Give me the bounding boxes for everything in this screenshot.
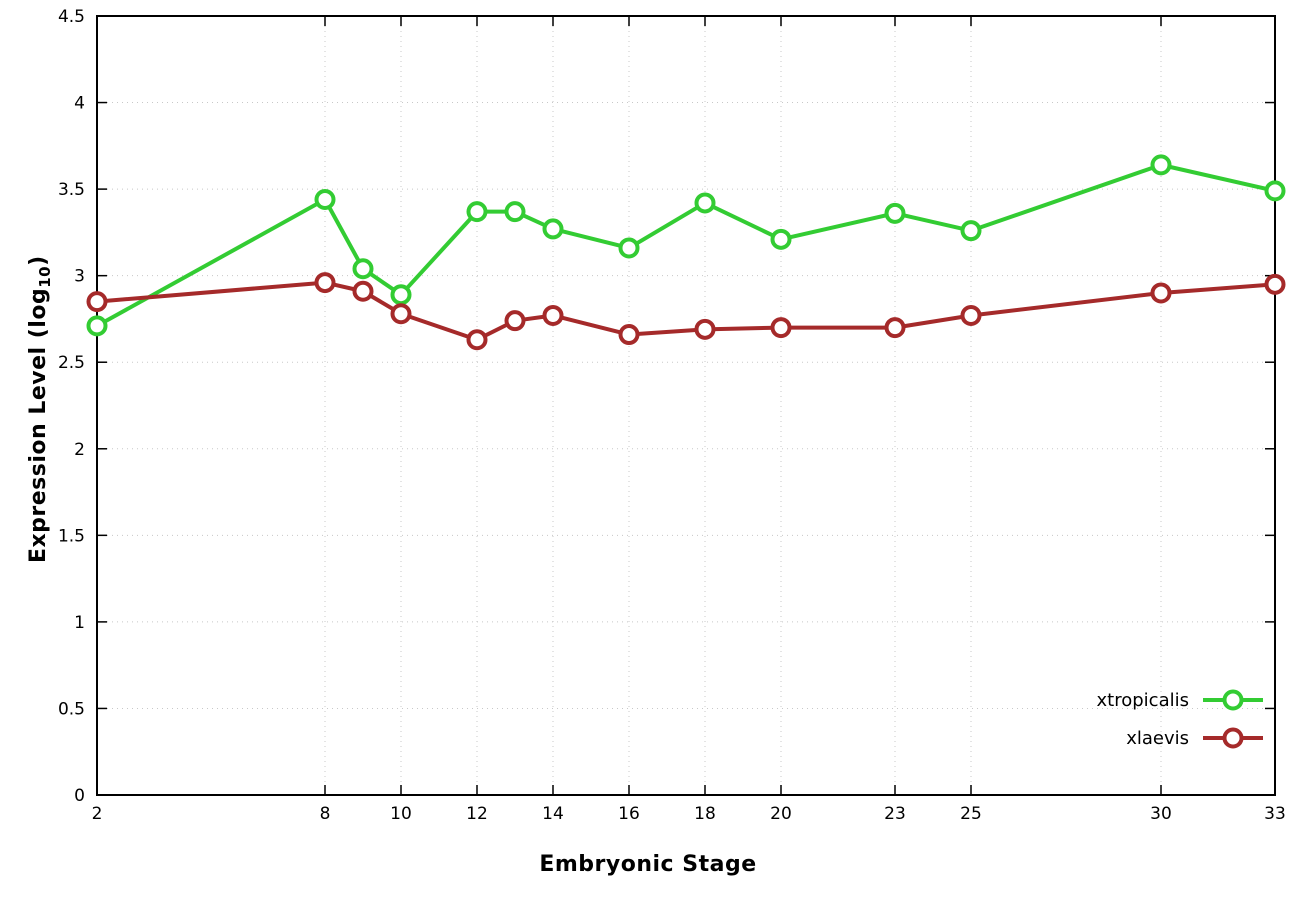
data-point-xlaevis — [1150, 282, 1172, 304]
legend: xtropicalis xlaevis — [1097, 689, 1263, 749]
data-point-xtropicalis — [618, 237, 640, 259]
y-tick-label: 3 — [74, 267, 85, 287]
series-xtropicalis — [86, 154, 1286, 337]
data-point-xlaevis — [960, 304, 982, 326]
x-tick-label: 8 — [320, 804, 331, 824]
data-point-xtropicalis — [314, 188, 336, 210]
y-axis-label-text: Expression Level (log — [25, 287, 51, 564]
data-point-xlaevis — [390, 303, 412, 325]
y-tick-label: 4 — [74, 94, 85, 114]
x-tick-label: 14 — [542, 804, 564, 824]
y-axis-label-subscript: 10 — [36, 265, 55, 288]
data-point-xlaevis — [314, 272, 336, 294]
y-tick-label: 4.5 — [58, 7, 85, 27]
x-tick-label: 23 — [884, 804, 906, 824]
x-tick-label: 30 — [1150, 804, 1172, 824]
y-axis-label-close: ) — [25, 255, 51, 266]
data-point-xlaevis — [466, 329, 488, 351]
legend-marker — [1222, 689, 1244, 711]
data-point-xlaevis — [542, 304, 564, 326]
x-tick-label: 2 — [92, 804, 103, 824]
y-tick-label: 1 — [74, 613, 85, 633]
gridlines — [96, 15, 1276, 796]
x-tick-label: 33 — [1264, 804, 1286, 824]
x-axis-label: Embryonic Stage — [539, 852, 757, 877]
y-tick-label: 2.5 — [58, 353, 85, 373]
data-point-xtropicalis — [1264, 180, 1286, 202]
x-tick-label: 10 — [390, 804, 412, 824]
x-tick-label: 18 — [694, 804, 716, 824]
y-tick-label: 2 — [74, 440, 85, 460]
tick-labels: 2 8 10 12 14 16 18 20 23 25 30 33 0 0.5 1 1.5 2 2.5 3 3.5 4 4… — [58, 7, 1286, 824]
data-point-xlaevis — [352, 280, 374, 302]
data-point-xtropicalis — [960, 220, 982, 242]
y-tick-label: 0.5 — [58, 699, 85, 719]
data-point-xtropicalis — [86, 315, 108, 337]
data-point-xtropicalis — [466, 201, 488, 223]
data-point-xtropicalis — [390, 284, 412, 306]
data-point-xtropicalis — [1150, 154, 1172, 176]
data-point-xlaevis — [884, 317, 906, 339]
data-point-xlaevis — [86, 291, 108, 313]
y-axis-label: Expression Level (log10) — [26, 209, 54, 609]
x-tick-label: 16 — [618, 804, 640, 824]
data-point-xlaevis — [770, 317, 792, 339]
legend-label: xlaevis — [1126, 728, 1189, 749]
y-tick-label: 0 — [74, 786, 85, 806]
data-point-xtropicalis — [542, 218, 564, 240]
y-tick-label: 1.5 — [58, 526, 85, 546]
data-point-xtropicalis — [694, 192, 716, 214]
legend-marker — [1222, 727, 1244, 749]
series-line-xlaevis — [96, 280, 1276, 342]
data-point-xlaevis — [694, 318, 716, 340]
tick-marks — [96, 15, 1276, 796]
x-tick-label: 12 — [466, 804, 488, 824]
x-tick-label: 25 — [960, 804, 982, 824]
y-tick-label: 3.5 — [58, 180, 85, 200]
data-point-xlaevis — [1264, 273, 1286, 295]
plot-border — [96, 15, 1276, 796]
data-point-xtropicalis — [352, 258, 374, 280]
series-xlaevis — [86, 272, 1286, 351]
data-point-xlaevis — [618, 324, 640, 346]
data-point-xtropicalis — [884, 202, 906, 224]
legend-item-xtropicalis: xtropicalis — [1097, 689, 1263, 711]
data-point-xtropicalis — [770, 228, 792, 250]
legend-label: xtropicalis — [1097, 690, 1189, 711]
data-point-xlaevis — [504, 310, 526, 332]
data-point-xtropicalis — [504, 201, 526, 223]
legend-item-xlaevis: xlaevis — [1126, 727, 1263, 749]
x-tick-label: 20 — [770, 804, 792, 824]
